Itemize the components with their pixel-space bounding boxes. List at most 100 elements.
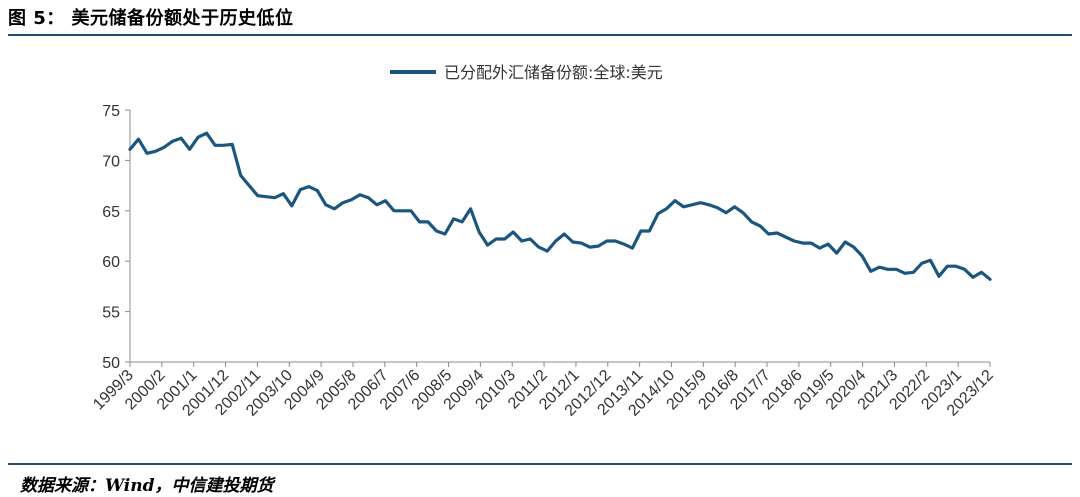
data-point: [256, 194, 259, 197]
data-point: [486, 243, 489, 247]
data-point: [409, 209, 413, 212]
data-point: [128, 148, 132, 151]
data-point: [196, 136, 200, 139]
data-point: [137, 138, 140, 141]
data-point: [767, 232, 770, 236]
data-point: [316, 189, 319, 192]
data-point: [580, 241, 583, 245]
data-point: [307, 185, 310, 188]
data-point: [869, 270, 872, 273]
y-tick-label: 55: [102, 305, 120, 322]
chart-legend: 已分配外汇储备份额:全球:美元: [390, 63, 663, 82]
top-rule: [8, 34, 1072, 36]
y-tick-label: 75: [102, 103, 120, 120]
data-point: [469, 207, 472, 210]
data-point: [665, 207, 668, 210]
data-point: [707, 203, 711, 206]
data-point: [784, 235, 787, 239]
data-point: [827, 242, 830, 246]
data-point: [546, 249, 549, 253]
data-point: [188, 148, 191, 151]
data-point: [605, 239, 608, 243]
data-point: [273, 196, 276, 199]
data-point: [937, 275, 941, 278]
data-point: [775, 231, 779, 235]
data-point: [367, 196, 370, 199]
data-point: [145, 152, 149, 155]
line-chart: 已分配外汇储备份额:全球:美元 50 55 60 65 70 75 1999/32000/…: [90, 63, 997, 420]
data-point: [673, 199, 677, 202]
data-point: [690, 203, 694, 206]
data-point: [835, 251, 838, 255]
data-point: [341, 201, 345, 204]
data-point: [222, 144, 225, 147]
data-point: [477, 230, 481, 234]
data-point: [205, 132, 208, 135]
data-point: [494, 237, 498, 241]
data-point: [290, 204, 293, 207]
data-point: [265, 195, 268, 198]
series-points: [128, 132, 992, 281]
data-point: [401, 209, 404, 212]
x-axis-ticks: 1999/32000/22001/12001/122002/112003/102…: [90, 362, 997, 420]
data-point: [426, 220, 430, 224]
data-point: [912, 271, 915, 274]
data-point: [503, 237, 506, 241]
data-point: [179, 137, 183, 140]
y-tick-label: 50: [102, 355, 120, 372]
data-point: [741, 211, 745, 214]
data-point: [614, 239, 617, 243]
data-point: [903, 272, 907, 275]
data-point: [452, 217, 455, 221]
data-point: [758, 224, 762, 228]
data-point: [648, 229, 651, 233]
data-point: [793, 239, 796, 243]
data-point: [350, 198, 353, 201]
source-note: 数据来源：Wind，中信建投期货: [20, 476, 274, 496]
data-point: [239, 174, 242, 177]
data-point: [248, 184, 251, 187]
data-point: [231, 143, 234, 146]
figure-title: 图 5： 美元储备份额处于历史低位: [8, 8, 294, 29]
data-point: [963, 268, 966, 271]
bottom-rule: [8, 463, 1072, 465]
data-point: [154, 150, 157, 153]
data-point: [631, 246, 634, 250]
data-point: [443, 232, 447, 236]
data-point: [733, 205, 736, 208]
y-tick-label: 60: [102, 254, 120, 271]
data-point: [162, 146, 166, 149]
data-point: [512, 230, 515, 234]
data-point: [375, 203, 379, 206]
data-point: [699, 201, 702, 204]
data-point: [920, 262, 924, 265]
data-point: [171, 140, 174, 143]
data-point: [801, 241, 804, 245]
data-point: [810, 241, 813, 245]
data-point: [597, 244, 600, 248]
data-point: [656, 212, 660, 215]
data-point: [852, 245, 855, 249]
y-tick-label: 65: [102, 204, 120, 221]
data-point: [716, 206, 719, 209]
data-point: [861, 255, 864, 258]
data-point: [460, 220, 464, 224]
data-point: [563, 232, 566, 236]
data-point: [418, 220, 421, 224]
data-point: [392, 209, 396, 212]
data-point: [213, 144, 217, 147]
data-point: [895, 268, 898, 271]
data-point: [954, 265, 958, 268]
y-tick-label: 70: [102, 153, 120, 170]
data-point: [588, 245, 591, 249]
y-axis-ticks: 50 55 60 65 70 75: [102, 103, 130, 372]
data-point: [324, 203, 327, 206]
data-point: [537, 245, 540, 249]
data-point: [435, 229, 438, 233]
data-point: [682, 205, 685, 208]
data-point: [886, 268, 889, 271]
data-point: [571, 240, 574, 244]
data-point: [520, 239, 523, 243]
data-point: [333, 207, 336, 210]
data-point: [724, 211, 728, 214]
